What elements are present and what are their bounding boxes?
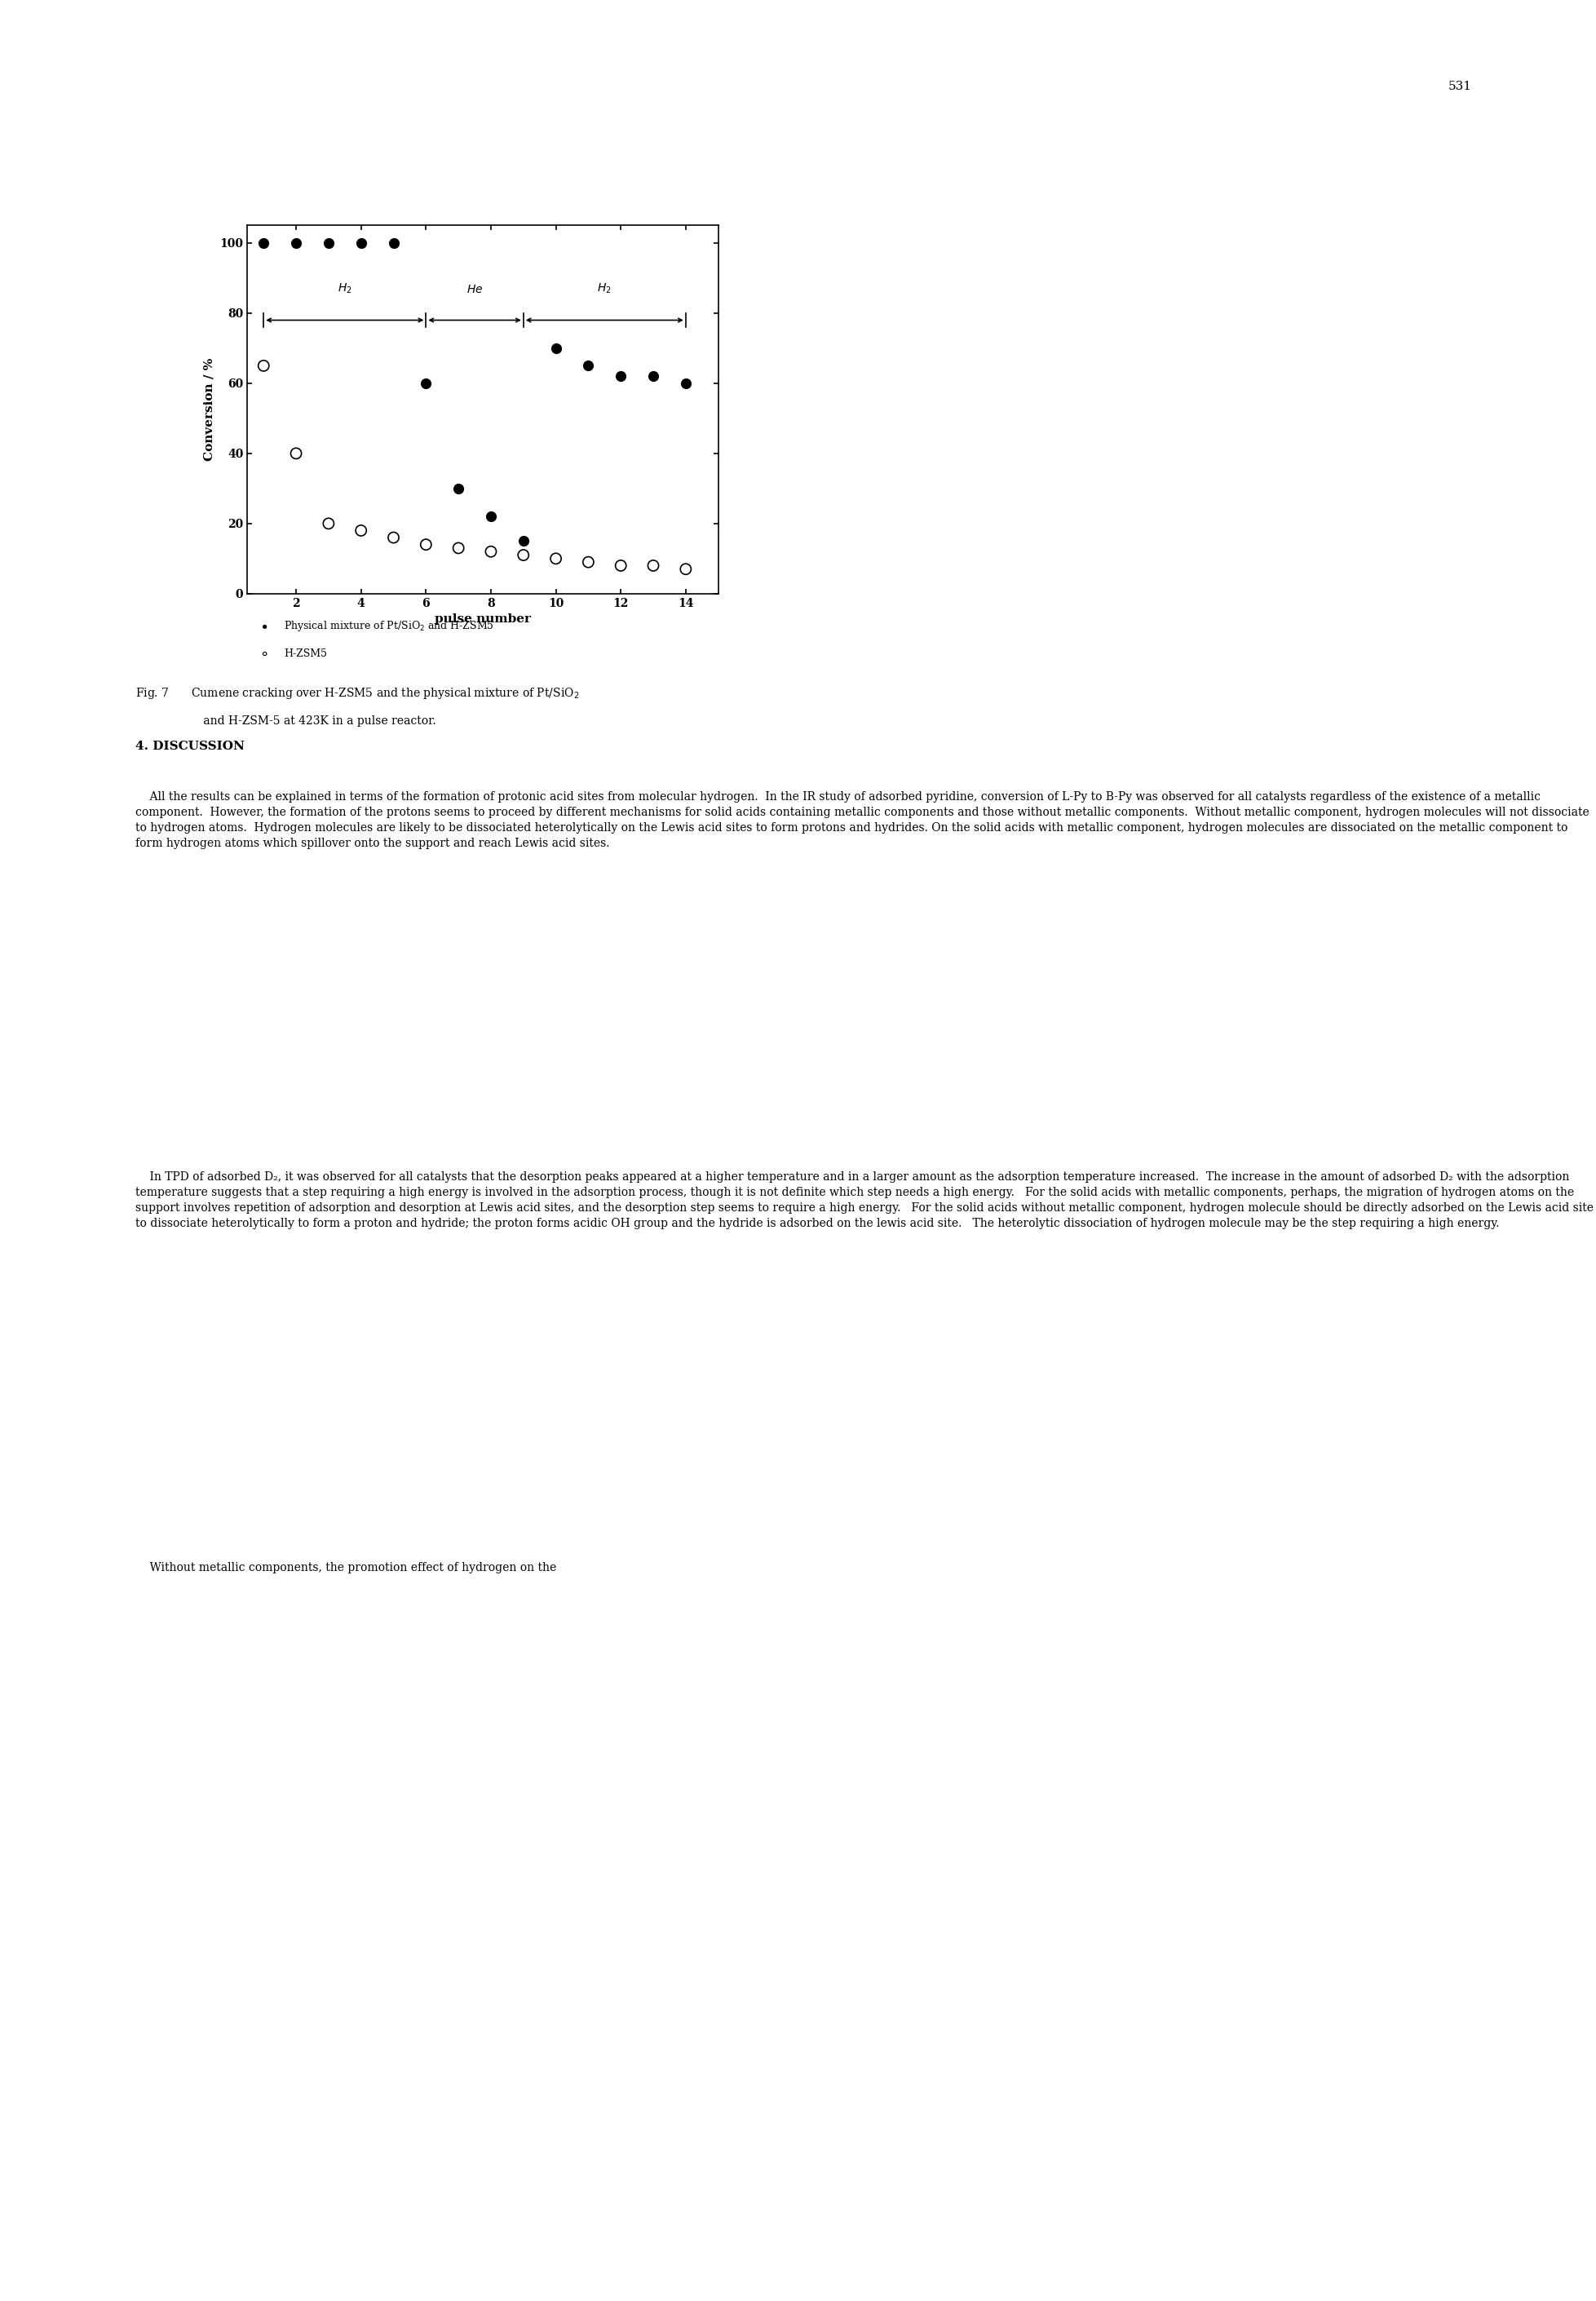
Text: $\bullet$: $\bullet$ xyxy=(259,619,268,633)
Point xyxy=(608,548,634,584)
Text: and H-ZSM-5 at 423K in a pulse reactor.: and H-ZSM-5 at 423K in a pulse reactor. xyxy=(136,716,436,727)
Point xyxy=(543,541,568,578)
Point xyxy=(284,225,310,262)
Text: Fig. 7  Cumene cracking over H-ZSM5 and the physical mixture of Pt/SiO$_2$: Fig. 7 Cumene cracking over H-ZSM5 and t… xyxy=(136,686,579,700)
X-axis label: pulse number: pulse number xyxy=(434,614,531,626)
Text: $H_2$: $H_2$ xyxy=(338,283,353,295)
Text: $He$: $He$ xyxy=(466,285,484,295)
Point xyxy=(543,329,568,366)
Text: H-ZSM5: H-ZSM5 xyxy=(284,649,327,658)
Text: $H_2$: $H_2$ xyxy=(597,283,611,295)
Point xyxy=(348,513,373,550)
Y-axis label: Conversion / %: Conversion / % xyxy=(204,359,215,460)
Point xyxy=(511,522,536,559)
Text: 4. DISCUSSION: 4. DISCUSSION xyxy=(136,741,244,752)
Point xyxy=(674,366,699,403)
Point xyxy=(413,527,439,564)
Text: Without metallic components, the promotion effect of hydrogen on the: Without metallic components, the promoti… xyxy=(136,1562,557,1574)
Point xyxy=(445,529,471,566)
Text: 531: 531 xyxy=(1449,81,1472,92)
Point xyxy=(674,550,699,587)
Point xyxy=(511,536,536,573)
Point xyxy=(479,497,504,534)
Text: Physical mixture of Pt/SiO$_2$ and H-ZSM5: Physical mixture of Pt/SiO$_2$ and H-ZSM… xyxy=(284,619,495,633)
Text: All the results can be explained in terms of the formation of protonic acid site: All the results can be explained in term… xyxy=(136,792,1590,849)
Point xyxy=(608,359,634,396)
Point xyxy=(251,347,276,384)
Point xyxy=(413,366,439,403)
Point xyxy=(381,225,407,262)
Point xyxy=(251,225,276,262)
Point xyxy=(316,225,342,262)
Text: In TPD of adsorbed D₂, it was observed for all catalysts that the desorption pea: In TPD of adsorbed D₂, it was observed f… xyxy=(136,1171,1594,1229)
Point xyxy=(479,534,504,571)
Point xyxy=(576,543,602,580)
Point xyxy=(445,469,471,506)
Point xyxy=(640,359,666,396)
Point xyxy=(381,520,407,557)
Point xyxy=(576,347,602,384)
Text: $\circ$: $\circ$ xyxy=(259,647,268,660)
Point xyxy=(348,225,373,262)
Point xyxy=(316,506,342,543)
Point xyxy=(640,548,666,584)
Point xyxy=(284,435,310,472)
